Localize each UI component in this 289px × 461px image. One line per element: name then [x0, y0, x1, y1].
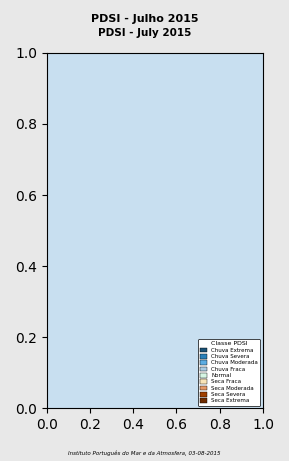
- Text: PDSI - July 2015: PDSI - July 2015: [98, 28, 191, 38]
- Legend: Chuva Extrema, Chuva Severa, Chuva Moderada, Chuva Fraca, Normal, Seca Fraca, Se: Chuva Extrema, Chuva Severa, Chuva Moder…: [198, 339, 260, 406]
- Text: Instituto Português do Mar e da Atmosfera, 03-08-2015: Instituto Português do Mar e da Atmosfer…: [68, 451, 221, 456]
- Text: PDSI - Julho 2015: PDSI - Julho 2015: [91, 14, 198, 24]
